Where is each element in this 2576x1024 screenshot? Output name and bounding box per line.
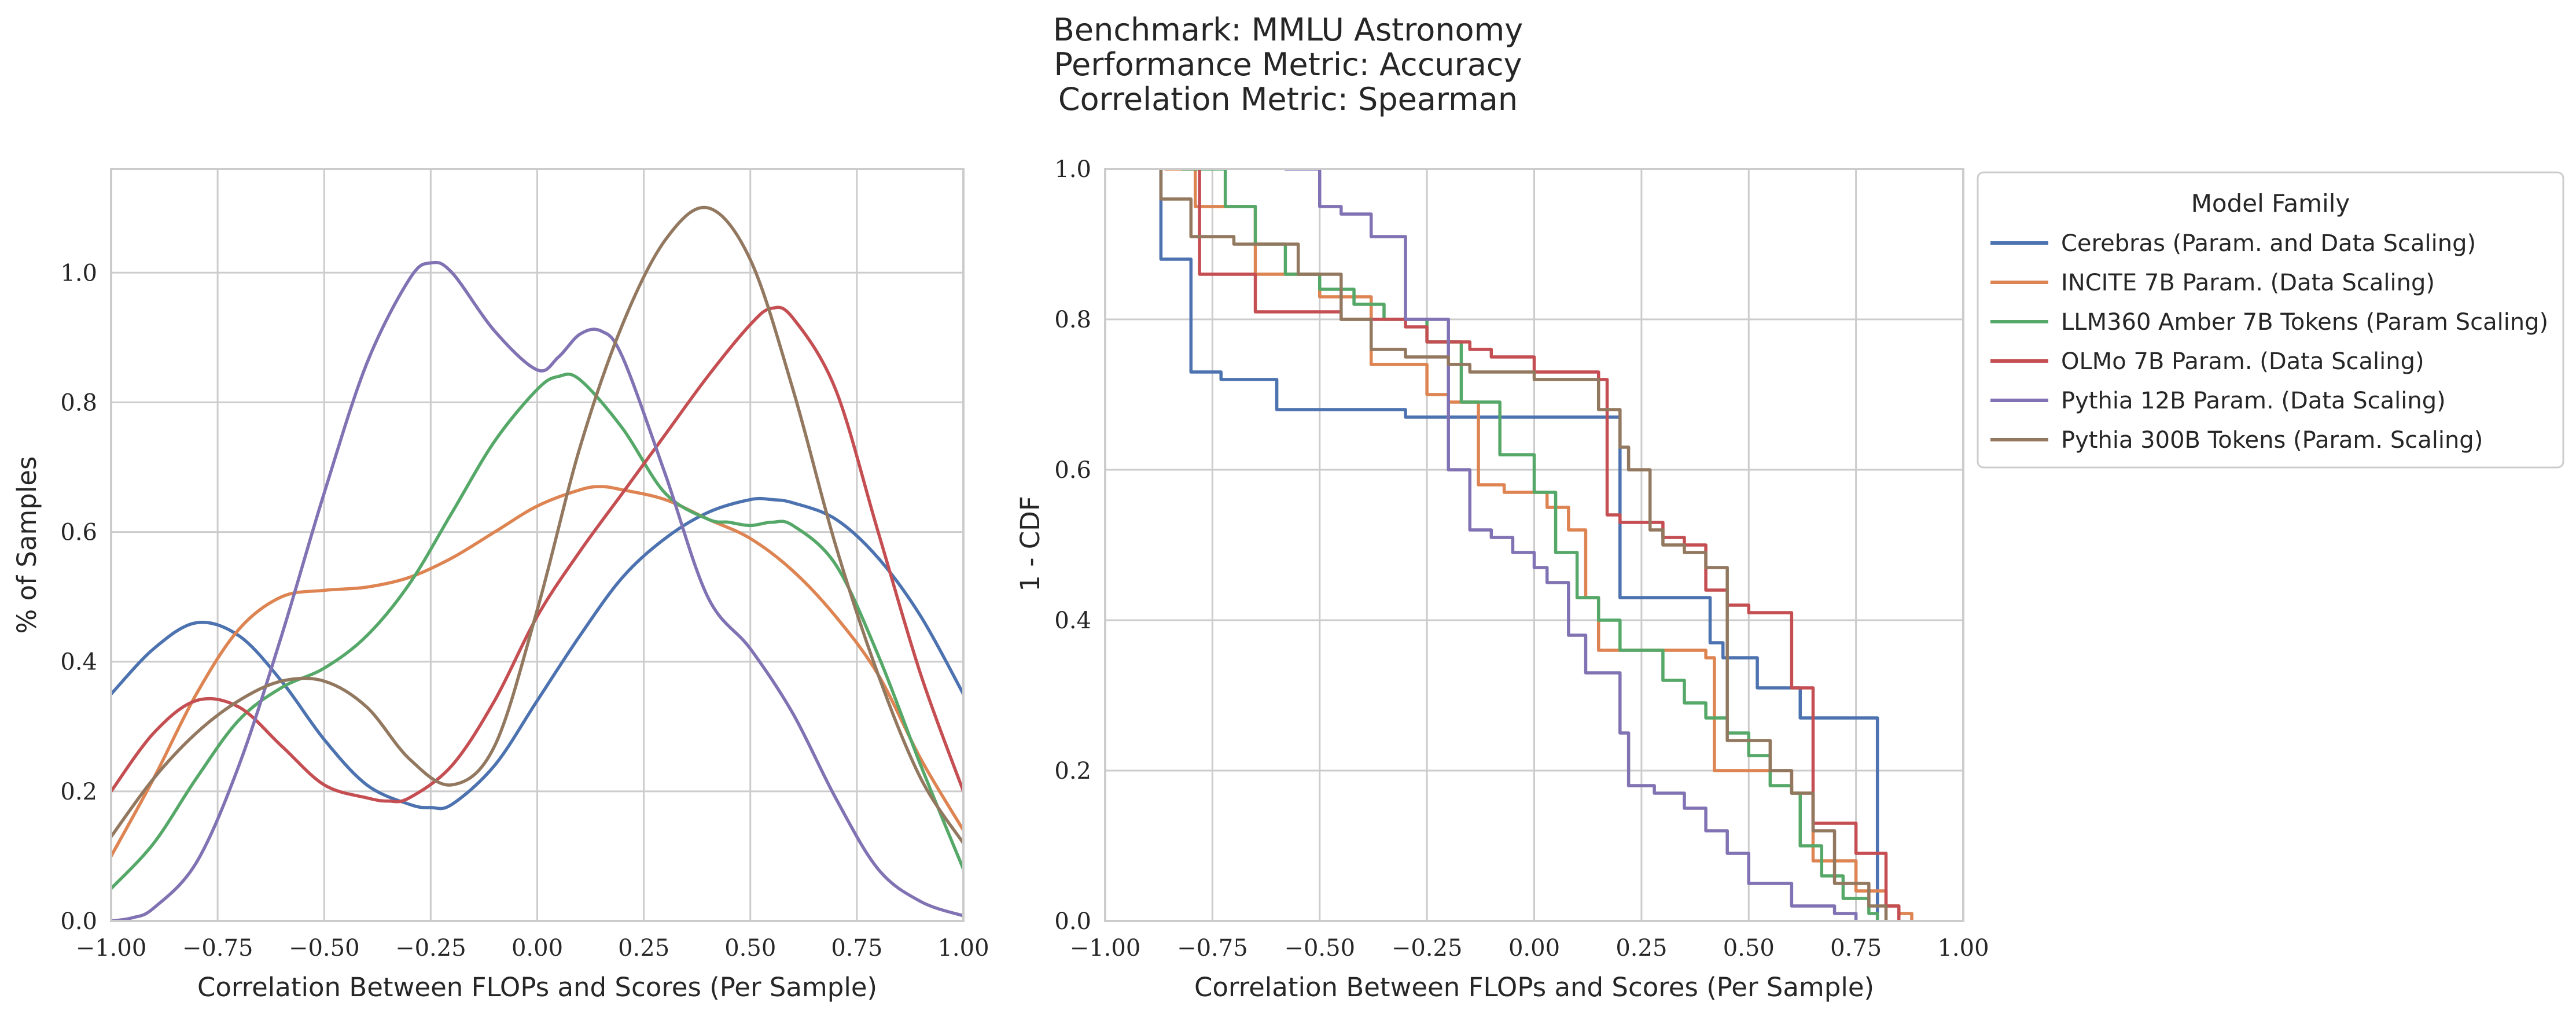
x-tick-label: 0.75 xyxy=(1830,935,1882,962)
suptitle-line-2: Performance Metric: Accuracy xyxy=(1054,46,1522,83)
survival-cdf-panel: −1.00 −0.75 −0.50 −0.25 0.00 0.25 0.50 0.75 1.00… xyxy=(1015,156,1989,1003)
x-tick-label: −0.25 xyxy=(1392,935,1463,962)
x-tick-label: 0.50 xyxy=(724,935,776,962)
y-tick-label: 0.6 xyxy=(1054,457,1091,484)
y-tick-label: 0.8 xyxy=(1054,307,1091,333)
kde-grid xyxy=(110,169,965,922)
y-tick-label: 0.0 xyxy=(60,908,97,935)
x-tick-label: −0.50 xyxy=(1284,935,1355,962)
y-tick-label: 0.2 xyxy=(60,779,97,805)
series-line-llm360 xyxy=(1180,169,1879,921)
series-line-olmo xyxy=(1198,169,1901,921)
y-tick-label: 1.0 xyxy=(1054,156,1091,183)
y-tick-label: 1.0 xyxy=(60,260,97,286)
x-tick-label: −1.00 xyxy=(1070,935,1141,962)
suptitle-line-1: Benchmark: MMLU Astronomy xyxy=(1053,12,1523,48)
cdf-step-curves xyxy=(1159,169,1913,921)
series-line-olmo xyxy=(111,305,963,804)
legend-label-olmo: OLMo 7B Param. (Data Scaling) xyxy=(2061,348,2424,375)
x-tick-label: 1.00 xyxy=(1937,935,1989,962)
cdf-tick-labels: −1.00 −0.75 −0.50 −0.25 0.00 0.25 0.50 0.75 1.00… xyxy=(1054,156,1989,962)
y-tick-label: 0.4 xyxy=(60,649,97,676)
y-tick-label: 0.2 xyxy=(1054,758,1091,784)
legend-box xyxy=(1977,171,2564,469)
kde-curves xyxy=(111,205,963,921)
series-line-pythia300b xyxy=(1159,169,1888,921)
x-tick-label: 0.75 xyxy=(831,935,882,962)
series-line-pythia300b xyxy=(111,205,963,845)
x-tick-label: −1.00 xyxy=(76,935,147,962)
x-tick-label: −0.50 xyxy=(289,935,360,962)
x-tick-label: −0.75 xyxy=(182,935,253,962)
series-line-llm360 xyxy=(111,373,963,890)
y-tick-label: 0.4 xyxy=(1054,607,1091,634)
series-line-pythia12b xyxy=(1283,169,1858,921)
suptitle: Benchmark: MMLU Astronomy Performance Me… xyxy=(1053,12,1523,117)
kde-x-axis-label: Correlation Between FLOPs and Scores (Pe… xyxy=(197,972,877,1003)
series-line-incite xyxy=(1164,169,1913,921)
x-tick-label: 1.00 xyxy=(937,935,989,962)
kde-axes-frame xyxy=(110,168,965,922)
legend-label-pythia300b: Pythia 300B Tokens (Param. Scaling) xyxy=(2061,427,2483,454)
kde-y-axis-label: % of Samples xyxy=(12,456,42,634)
kde-density-panel: −1.00 −0.75 −0.50 −0.25 0.00 0.25 0.50 0.75 1.00… xyxy=(12,168,989,1003)
series-line-pythia12b xyxy=(111,260,963,921)
series-line-incite xyxy=(111,485,963,858)
legend-label-cerebras: Cerebras (Param. and Data Scaling) xyxy=(2061,230,2476,257)
x-tick-label: 0.25 xyxy=(1615,935,1667,962)
suptitle-line-3: Correlation Metric: Spearman xyxy=(1058,81,1518,117)
x-tick-label: 0.25 xyxy=(618,935,669,962)
cdf-x-axis-label: Correlation Between FLOPs and Scores (Pe… xyxy=(1194,972,1874,1003)
kde-tick-labels: −1.00 −0.75 −0.50 −0.25 0.00 0.25 0.50 0.75 1.00… xyxy=(60,260,989,962)
cdf-axes-frame xyxy=(1104,168,1964,922)
legend-label-llm360: LLM360 Amber 7B Tokens (Param Scaling) xyxy=(2061,309,2548,336)
x-tick-label: 0.00 xyxy=(511,935,563,962)
y-tick-label: 0.8 xyxy=(60,389,97,416)
x-tick-label: −0.75 xyxy=(1177,935,1248,962)
legend: Model Family Cerebras (Param. and Data S… xyxy=(1977,171,2564,469)
x-tick-label: −0.25 xyxy=(395,935,466,962)
legend-label-incite: INCITE 7B Param. (Data Scaling) xyxy=(2061,270,2435,296)
x-tick-label: 0.50 xyxy=(1723,935,1775,962)
legend-label-pythia12b: Pythia 12B Param. (Data Scaling) xyxy=(2061,388,2446,414)
legend-title: Model Family xyxy=(2191,189,2350,218)
y-tick-label: 0.6 xyxy=(60,520,97,546)
x-tick-label: 0.00 xyxy=(1508,935,1560,962)
y-tick-label: 0.0 xyxy=(1054,908,1091,935)
legend-entries: Cerebras (Param. and Data Scaling) INCITE… xyxy=(1990,230,2548,454)
cdf-y-axis-label: 1 - CDF xyxy=(1015,496,1046,591)
